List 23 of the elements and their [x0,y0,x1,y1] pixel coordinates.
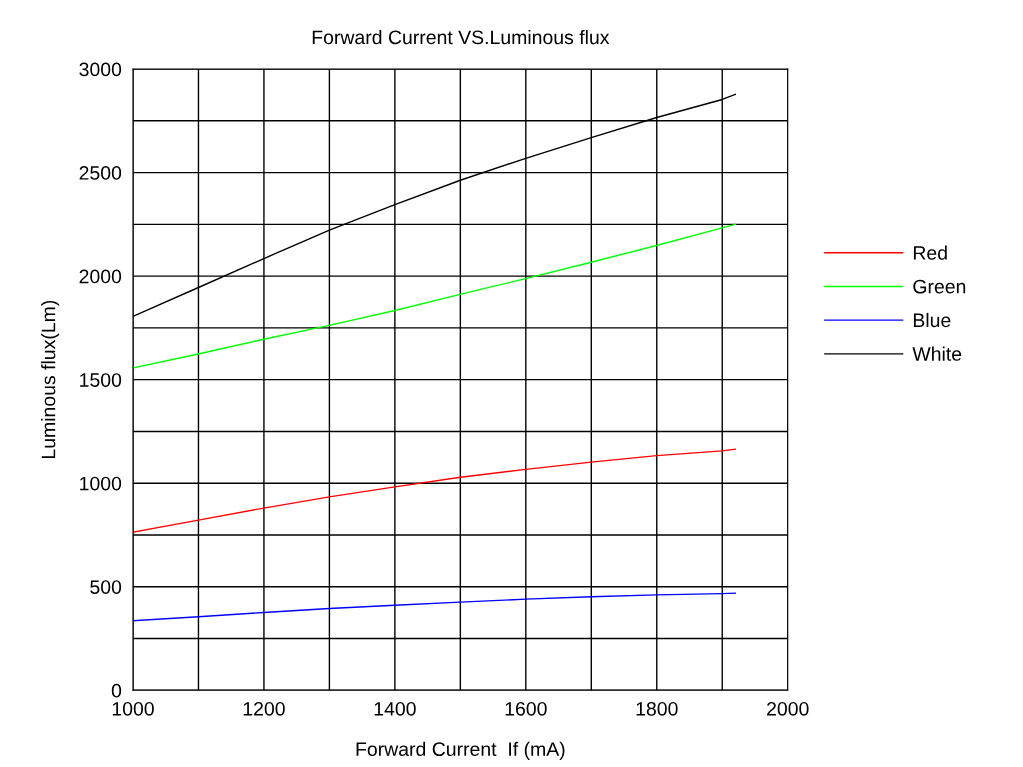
legend-label: Green [913,279,966,294]
line-series [132,592,737,622]
y-tick-label: 1500 [80,373,122,387]
x-tick-label: 2000 [767,701,809,716]
x-tick-label: 1000 [112,701,154,716]
y-tick-label: 3000 [79,62,122,77]
chart-title: Forward Current VS.Luminous flux [312,29,610,45]
legend-label: White [912,346,962,361]
y-tick-label: 2000 [79,269,122,284]
line-series [132,448,737,533]
x-axis-title: Forward Current If (mA) [356,741,565,760]
y-tick-label: 2500 [79,166,122,180]
y-tick-label: 500 [90,580,122,594]
x-tick-label: 1800 [636,701,678,716]
x-tick-label: 1400 [374,701,416,716]
x-tick-label: 1200 [243,701,285,716]
y-tick-label: 0 [111,683,122,698]
x-tick-label: 1600 [505,701,547,716]
legend-label: Blue [913,312,951,328]
y-axis-title: Luminous flux(Lm) [41,300,60,459]
legend-label: Red [913,245,947,260]
line-series [132,223,737,369]
y-tick-label: 1000 [80,476,122,491]
